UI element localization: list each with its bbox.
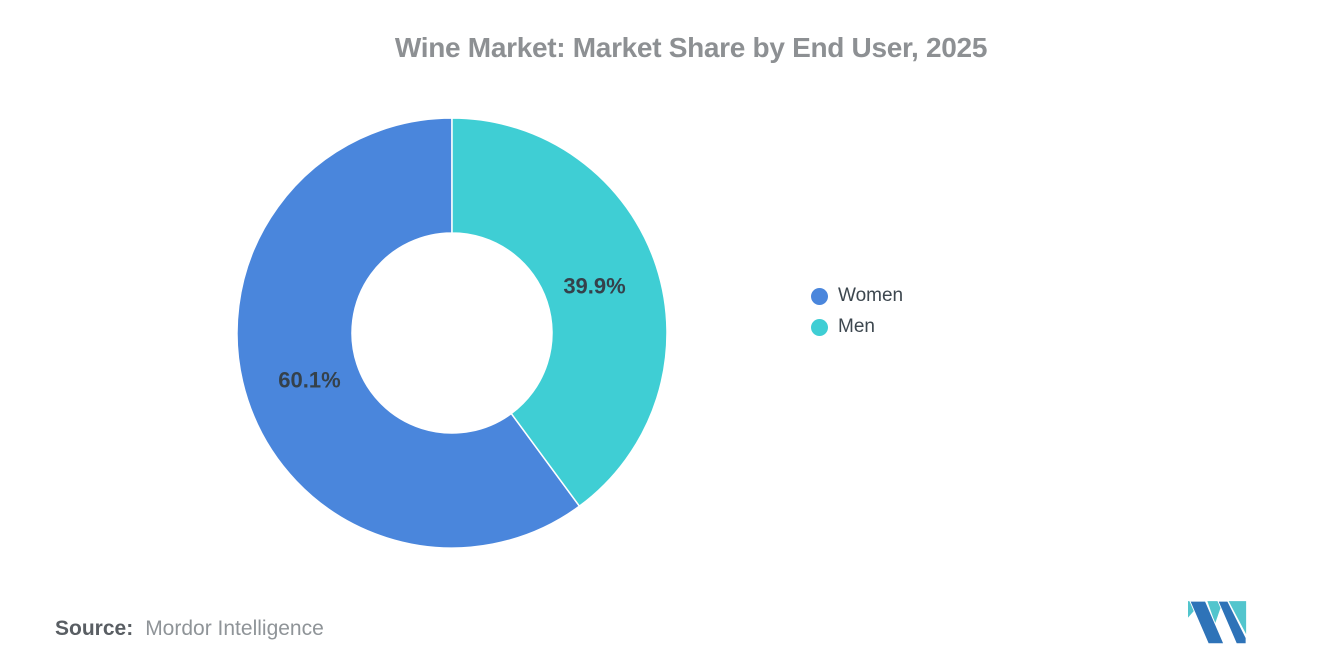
legend-marker-men: [811, 318, 828, 336]
mordor-intelligence-logo: [1188, 600, 1247, 644]
legend-item-women[interactable]: Women: [811, 284, 903, 308]
legend-item-men[interactable]: Men: [811, 315, 903, 339]
donut-chart: 60.1% 39.9%: [236, 117, 668, 549]
pie-slice-men[interactable]: [451, 117, 668, 507]
source-value: Mordor Intelligence: [145, 617, 324, 640]
chart-title: Wine Market: Market Share by End User, 2…: [394, 32, 988, 63]
legend: Women Men: [811, 284, 903, 346]
pie-slice-women[interactable]: [236, 117, 581, 549]
legend-marker-women: [811, 287, 828, 305]
source-note: Source: Mordor Intelligence: [55, 617, 324, 641]
data-label-women: 60.1%: [278, 367, 340, 392]
legend-label-men: Men: [838, 316, 875, 337]
source-label: Source:: [55, 617, 134, 640]
data-label-men: 39.9%: [563, 274, 625, 299]
legend-label-women: Women: [838, 285, 904, 306]
